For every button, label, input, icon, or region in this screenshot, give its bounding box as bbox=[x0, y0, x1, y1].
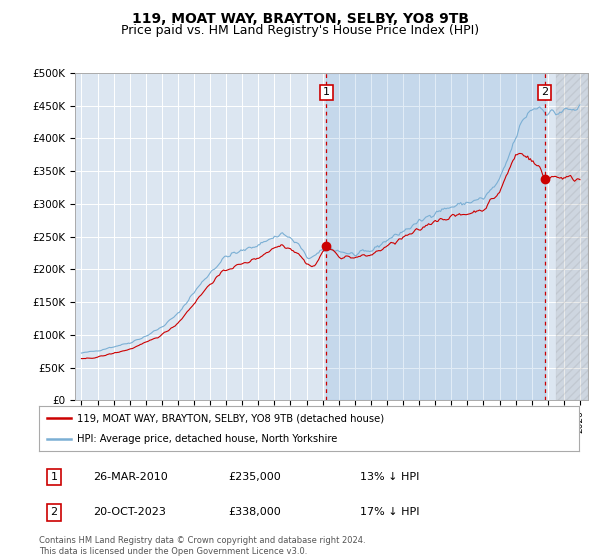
Text: 119, MOAT WAY, BRAYTON, SELBY, YO8 9TB: 119, MOAT WAY, BRAYTON, SELBY, YO8 9TB bbox=[131, 12, 469, 26]
Text: 13% ↓ HPI: 13% ↓ HPI bbox=[360, 472, 419, 482]
Text: £235,000: £235,000 bbox=[228, 472, 281, 482]
Bar bbox=[556, 73, 588, 400]
Text: 1: 1 bbox=[50, 472, 58, 482]
Text: 20-OCT-2023: 20-OCT-2023 bbox=[93, 507, 166, 517]
Text: 119, MOAT WAY, BRAYTON, SELBY, YO8 9TB (detached house): 119, MOAT WAY, BRAYTON, SELBY, YO8 9TB (… bbox=[77, 413, 384, 423]
Text: £338,000: £338,000 bbox=[228, 507, 281, 517]
Text: 1: 1 bbox=[323, 87, 330, 97]
Text: 17% ↓ HPI: 17% ↓ HPI bbox=[360, 507, 419, 517]
Bar bbox=[326, 73, 545, 400]
Text: Price paid vs. HM Land Registry's House Price Index (HPI): Price paid vs. HM Land Registry's House … bbox=[121, 24, 479, 37]
Text: 2: 2 bbox=[541, 87, 548, 97]
Text: Contains HM Land Registry data © Crown copyright and database right 2024.
This d: Contains HM Land Registry data © Crown c… bbox=[39, 536, 365, 556]
Text: HPI: Average price, detached house, North Yorkshire: HPI: Average price, detached house, Nort… bbox=[77, 433, 337, 444]
Text: 2: 2 bbox=[50, 507, 58, 517]
Text: 26-MAR-2010: 26-MAR-2010 bbox=[93, 472, 168, 482]
